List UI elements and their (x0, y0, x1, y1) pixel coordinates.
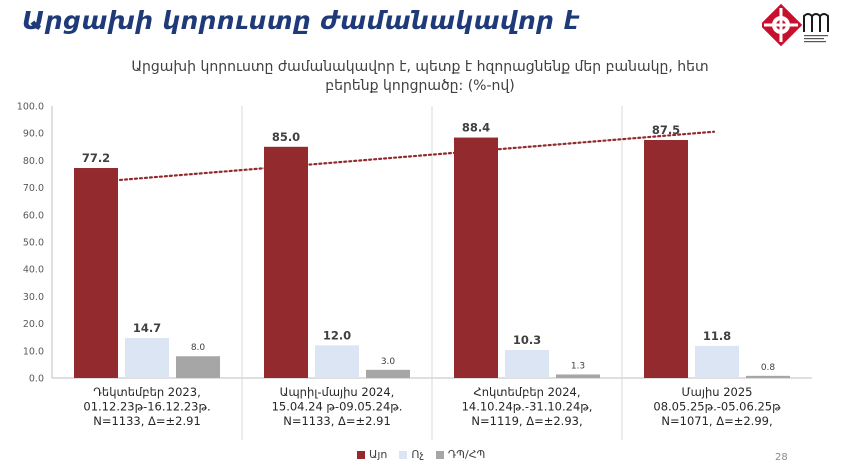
bar-no (125, 338, 169, 378)
y-tick-label: 50.0 (23, 238, 44, 249)
bar-no (695, 345, 739, 378)
x-category-label: 15.04.24 թ-09.05.24թ. (272, 400, 403, 414)
legend-label-dk: ԴՊ/ՀՊ (447, 448, 486, 461)
legend-item-dk: ԴՊ/ՀՊ (435, 448, 486, 461)
data-label: 85.0 (272, 130, 300, 144)
legend-swatch-dk (435, 450, 444, 459)
data-label: 14.7 (133, 321, 161, 335)
bar-yes (74, 168, 118, 378)
page-number: 28 (775, 452, 788, 463)
data-label: 0.8 (761, 363, 776, 373)
bar-yes (644, 140, 688, 378)
x-category-label: N=1119, Δ=±2.93, (471, 414, 582, 428)
trendline (118, 130, 716, 182)
y-tick-label: 20.0 (23, 319, 44, 330)
data-label: 11.8 (703, 329, 731, 343)
chart-title: Արցախի կորուստը ժամանակավոր է, պետք է հզ… (130, 58, 710, 96)
y-tick-label: 60.0 (23, 210, 44, 221)
y-tick-label: 10.0 (23, 346, 44, 357)
bar-dk (366, 369, 410, 378)
y-tick-label: 40.0 (23, 265, 44, 276)
chart-legend: Այո Ոչ ԴՊ/ՀՊ (357, 448, 485, 461)
x-category-label: N=1133, Δ=±2.91 (93, 414, 201, 428)
chart-title-line-1: Արցախի կորուստը ժամանակավոր է, պետք է հզ… (131, 59, 709, 75)
x-category-label: Դեկտեմբեր 2023, (93, 385, 200, 399)
x-category-label: Հոկտեմբեր 2024, (473, 385, 580, 399)
x-category-label: 14.10.24թ.-31.10.24թ, (462, 400, 593, 414)
organization-logo (762, 4, 829, 47)
x-category-label: Մայիս 2025 (682, 385, 753, 399)
chart-title-line-2: բերենք կորցրածը: (%-ով) (325, 78, 515, 94)
bar-no (315, 345, 359, 378)
x-category-label: N=1133, Δ=±2.91 (283, 414, 391, 428)
data-label: 1.3 (571, 361, 585, 371)
data-label: 8.0 (191, 343, 206, 353)
y-tick-label: 30.0 (23, 292, 44, 303)
y-tick-label: 70.0 (23, 183, 44, 194)
data-label: 77.2 (82, 151, 110, 165)
data-label: 88.4 (462, 121, 490, 135)
data-label: 3.0 (381, 357, 396, 367)
y-tick-label: 100.0 (17, 102, 44, 113)
bar-yes (264, 146, 308, 378)
legend-label-no: Ոչ (411, 448, 424, 461)
slide-title: Արցախի կորուստը ժամանակավոր է (22, 6, 580, 35)
y-tick-label: 90.0 (23, 129, 44, 140)
x-category-label: 08.05.25թ.-05.06.25թ (653, 400, 781, 414)
data-label: 10.3 (513, 333, 541, 347)
legend-swatch-yes (357, 450, 365, 459)
logo-wordmark-icon (803, 13, 829, 43)
legend-item-yes: Այո (357, 448, 387, 461)
bar-no (505, 349, 549, 378)
bar-dk (176, 356, 220, 378)
y-tick-label: 80.0 (23, 156, 44, 167)
bar-dk (556, 374, 600, 378)
legend-label-yes: Այո (369, 448, 388, 461)
x-category-label: Ապրիլ-մայիս 2024, (280, 385, 395, 399)
data-label: 87.5 (652, 123, 680, 137)
bar-yes (454, 137, 498, 378)
x-category-label: N=1071, Δ=±2.99, (661, 414, 772, 428)
y-tick-label: 0.0 (29, 374, 44, 385)
bar-dk (746, 375, 790, 378)
data-label: 12.0 (323, 328, 351, 342)
legend-swatch-no (399, 450, 408, 459)
legend-item-no: Ոչ (399, 448, 424, 461)
x-category-label: 01.12.23թ-16.12.23թ. (83, 400, 210, 414)
